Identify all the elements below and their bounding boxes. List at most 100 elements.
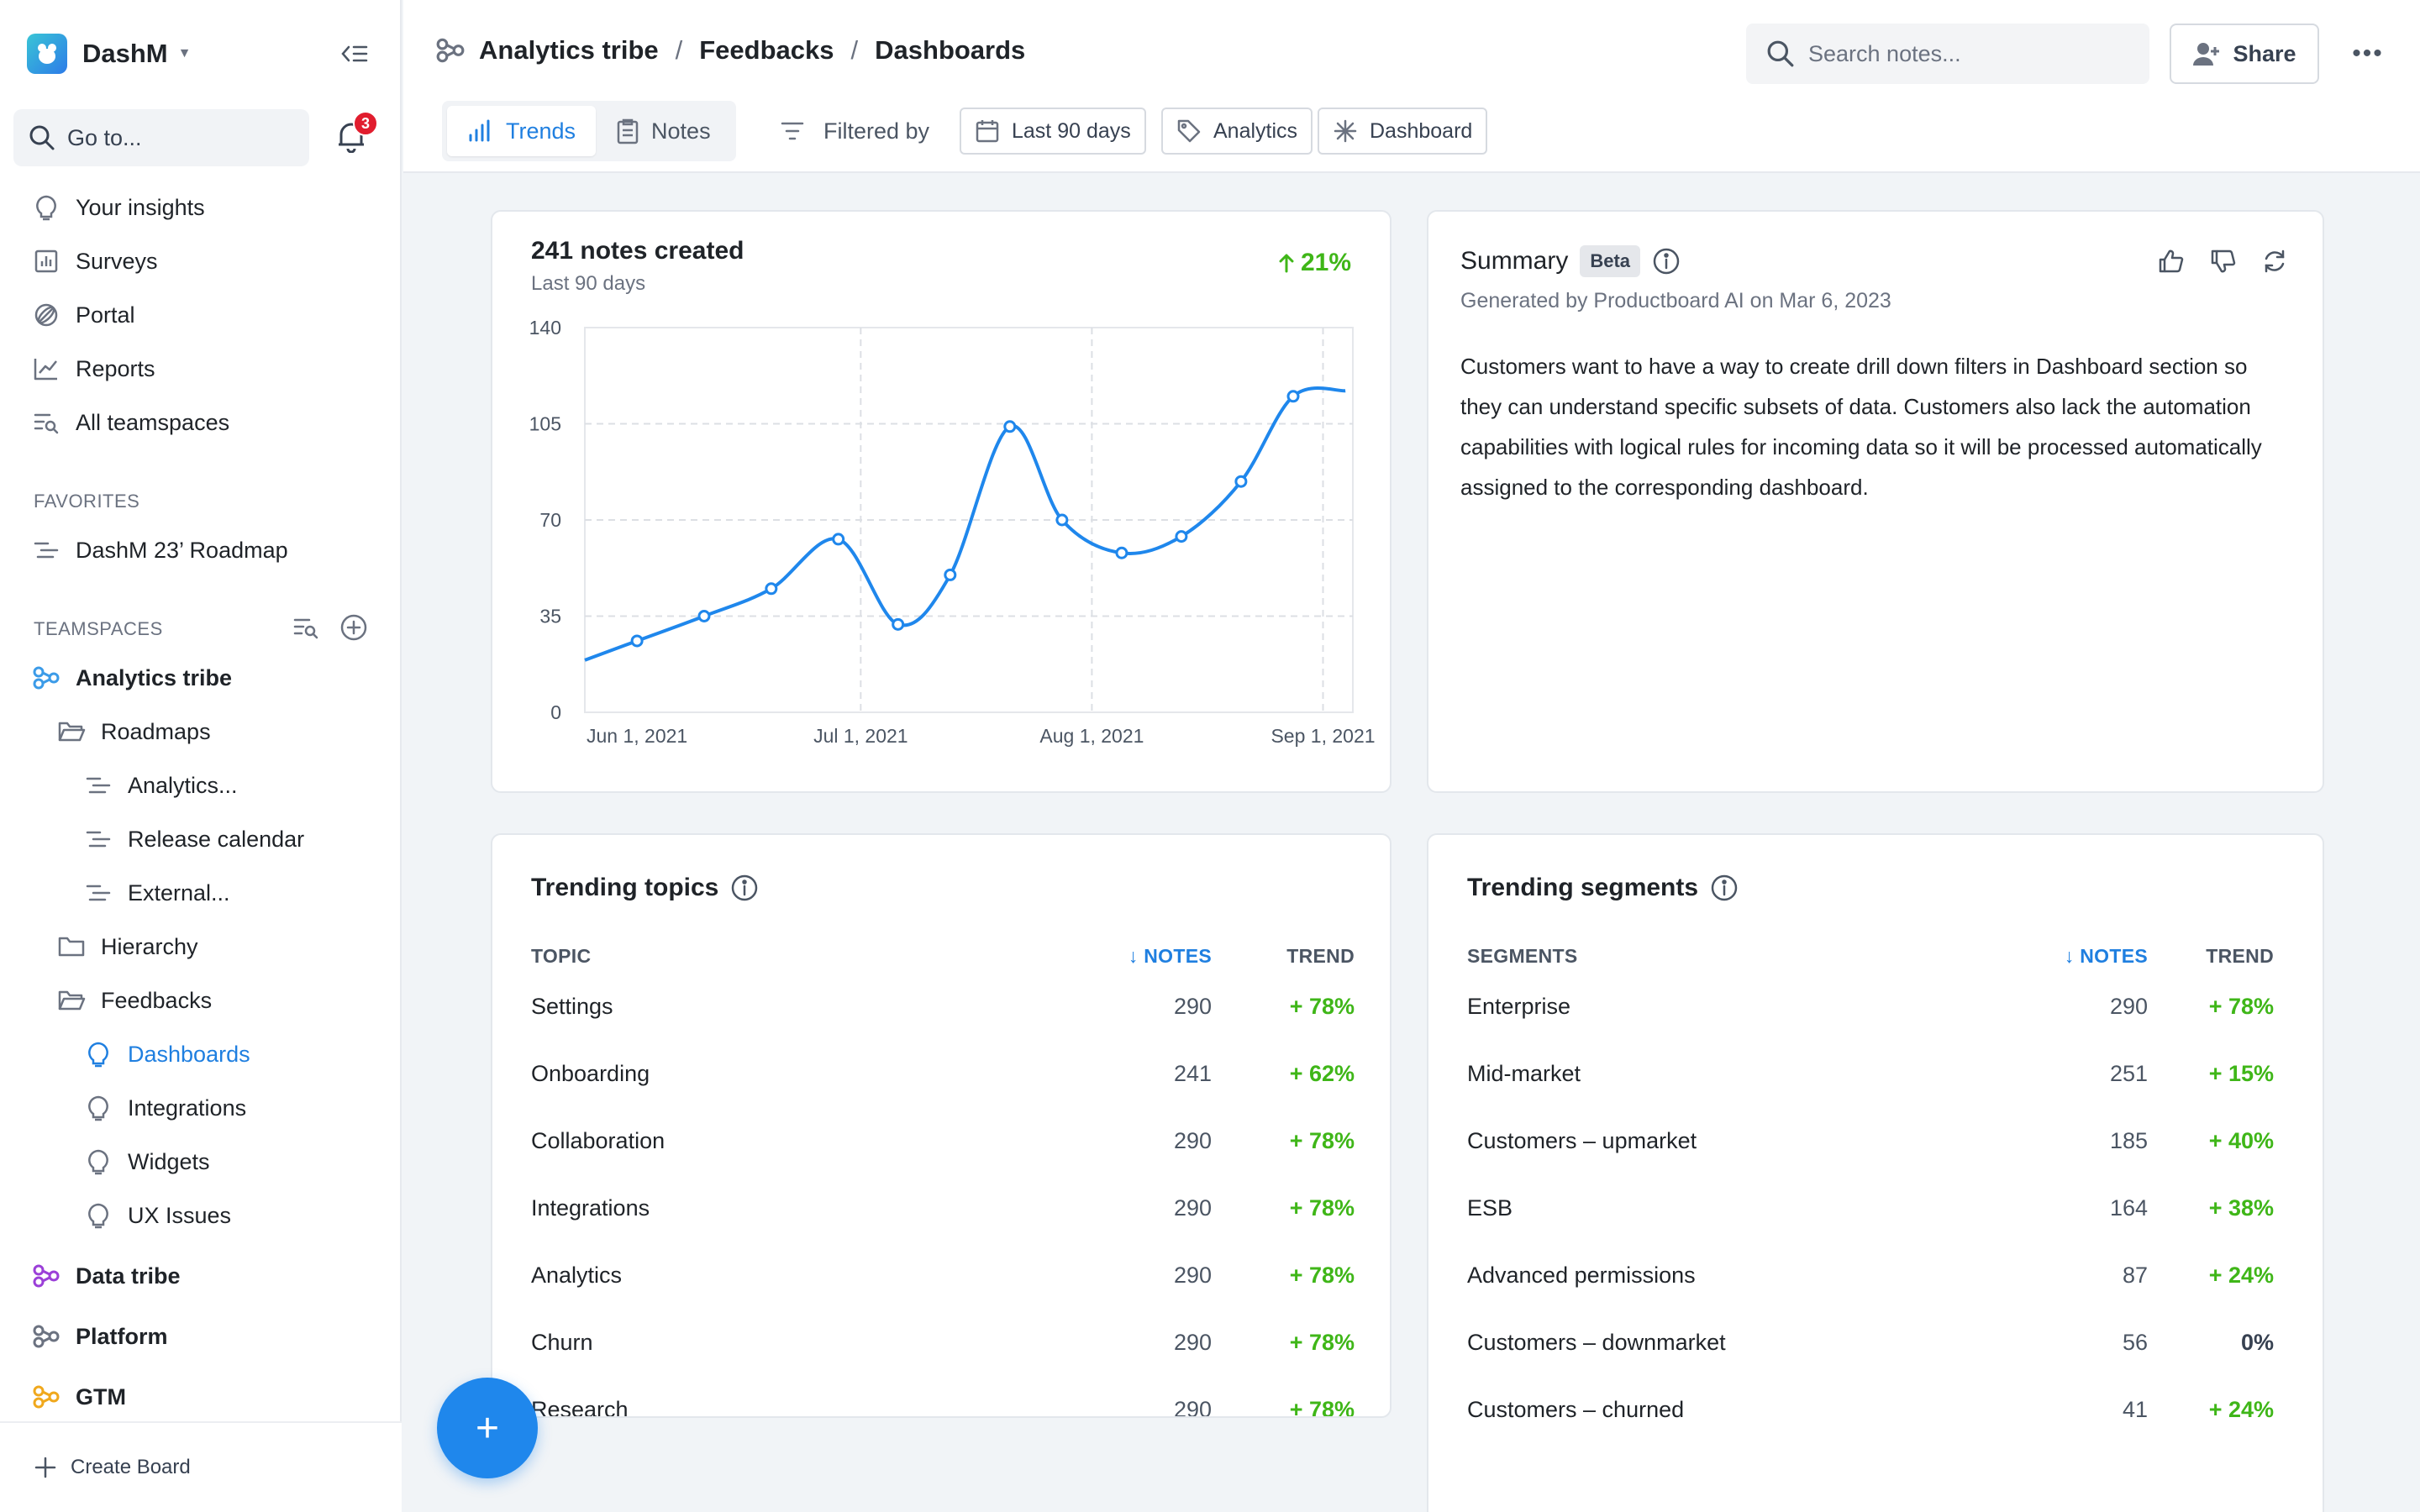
nav-label: Feedbacks <box>101 987 213 1013</box>
search-teamspaces-icon[interactable] <box>292 615 319 644</box>
y-tick-label: 0 <box>550 701 561 723</box>
folder-hierarchy[interactable]: Hierarchy <box>57 923 198 970</box>
nav-your-insights[interactable]: Your insights <box>32 184 205 231</box>
tab-trends[interactable]: Trends <box>447 106 597 156</box>
arrow-up-icon <box>1279 254 1294 273</box>
table-row[interactable]: Settings 290 + 78% <box>531 973 1355 1040</box>
column-header-trend[interactable]: TREND <box>2206 944 2274 967</box>
filter-tag-chip[interactable]: Analytics <box>1161 108 1313 155</box>
thumbs-up-icon[interactable] <box>2158 249 2185 278</box>
table-row[interactable]: Advanced permissions 87 + 24% <box>1467 1242 2274 1309</box>
segment-trend: + 24% <box>2208 1262 2274 1288</box>
column-header-notes[interactable]: ↓ NOTES <box>1128 944 1212 967</box>
segment-notes: 41 <box>2122 1396 2148 1422</box>
filter-icon <box>781 122 804 140</box>
table-row[interactable]: Research 290 + 78% <box>531 1376 1355 1417</box>
table-row[interactable]: Onboarding 241 + 62% <box>531 1040 1355 1107</box>
teamspace-icon <box>32 1322 60 1351</box>
table-row[interactable]: ESB 164 + 38% <box>1467 1174 2274 1242</box>
data-point <box>765 582 778 596</box>
table-row[interactable]: Customers – downmarket 56 0% <box>1467 1309 2274 1376</box>
table-row[interactable]: Customers – churned 41 + 24% <box>1467 1376 2274 1443</box>
column-header-trend[interactable]: TREND <box>1286 944 1355 967</box>
create-board-button[interactable]: Create Board <box>0 1421 402 1512</box>
notes-chart-card: 241 notes created Last 90 days 21% 140 10… <box>491 210 1392 793</box>
add-teamspace-icon[interactable] <box>339 613 368 646</box>
folder-open-icon <box>57 986 86 1015</box>
filtered-by[interactable]: Filtered by <box>780 109 929 153</box>
x-tick-label: Aug 1, 2021 <box>1039 725 1144 747</box>
collapse-sidebar-icon[interactable] <box>338 39 371 69</box>
refresh-icon[interactable] <box>2262 249 2287 278</box>
roadmap-icon <box>84 771 113 800</box>
x-tick-label: Sep 1, 2021 <box>1270 725 1375 747</box>
segment-name: ESB <box>1467 1194 1513 1221</box>
breadcrumb-item[interactable]: Analytics tribe <box>479 35 659 65</box>
x-tick-label: Jul 1, 2021 <box>813 725 908 747</box>
breadcrumb-item[interactable]: Feedbacks <box>699 35 834 65</box>
board-release-calendar[interactable]: Release calendar <box>84 816 304 863</box>
change-value: 21% <box>1300 249 1351 276</box>
table-header-row: SEGMENTS ↓ NOTES TREND <box>1467 939 2274 973</box>
column-header-segments[interactable]: SEGMENTS <box>1467 944 1578 967</box>
column-header-notes[interactable]: ↓ NOTES <box>2064 944 2148 967</box>
favorite-roadmap[interactable]: DashM 23’ Roadmap <box>32 527 288 574</box>
create-note-fab[interactable]: + <box>437 1378 538 1478</box>
folder-feedbacks[interactable]: Feedbacks <box>57 977 212 1024</box>
board-integrations[interactable]: Integrations <box>84 1084 246 1131</box>
goto-search[interactable]: Go to... <box>13 109 309 166</box>
summary-header: Summary Beta <box>1460 245 1681 277</box>
thumbs-down-icon[interactable] <box>2210 249 2237 278</box>
tab-notes[interactable]: Notes <box>596 106 731 156</box>
teamspace-platform[interactable]: Platform <box>32 1313 168 1360</box>
teamspace-analytics-tribe[interactable]: Analytics tribe <box>32 654 232 701</box>
more-options-icon[interactable]: ••• <box>2352 39 2384 67</box>
app-logo-icon <box>27 34 67 74</box>
topics-table: TOPIC ↓ NOTES TREND Settings 290 + 78% Onb… <box>531 939 1355 1417</box>
nav-reports[interactable]: Reports <box>32 345 155 392</box>
workspace-switcher[interactable]: DashM ▼ <box>27 32 191 76</box>
filter-date-chip[interactable]: Last 90 days <box>960 108 1146 155</box>
nav-label: Release calendar <box>128 826 305 852</box>
calendar-icon <box>975 118 1000 144</box>
roadmap-icon <box>84 879 113 907</box>
topic-name: Churn <box>531 1329 593 1355</box>
info-icon[interactable] <box>1710 874 1739 902</box>
nav-surveys[interactable]: Surveys <box>32 238 158 285</box>
info-icon[interactable] <box>730 874 759 902</box>
board-external[interactable]: External... <box>84 869 230 916</box>
data-point <box>697 610 711 622</box>
beta-badge: Beta <box>1580 245 1641 277</box>
table-row[interactable]: Collaboration 290 + 78% <box>531 1107 1355 1174</box>
table-row[interactable]: Churn 290 + 78% <box>531 1309 1355 1376</box>
info-icon[interactable] <box>1652 247 1681 276</box>
bar-chart-icon <box>32 247 60 276</box>
folder-roadmaps[interactable]: Roadmaps <box>57 708 211 755</box>
search-notes[interactable] <box>1746 24 2149 84</box>
teamspace-gtm[interactable]: GTM <box>32 1373 126 1420</box>
board-analytics[interactable]: Analytics... <box>84 762 238 809</box>
board-dashboards[interactable]: Dashboards <box>84 1031 250 1078</box>
table-row[interactable]: Integrations 290 + 78% <box>531 1174 1355 1242</box>
search-input[interactable] <box>1808 40 2128 67</box>
share-button[interactable]: Share <box>2170 24 2319 84</box>
column-header-topic[interactable]: TOPIC <box>531 944 592 967</box>
summary-body: Customers want to have a way to create d… <box>1460 354 2262 500</box>
table-row[interactable]: Enterprise 290 + 78% <box>1467 973 2274 1040</box>
table-row[interactable]: Customers – upmarket 185 + 40% <box>1467 1107 2274 1174</box>
nav-label: Widgets <box>128 1148 210 1174</box>
teamspace-data-tribe[interactable]: Data tribe <box>32 1252 181 1299</box>
nav-portal[interactable]: Portal <box>32 291 135 339</box>
notifications-button[interactable]: 3 <box>336 111 378 156</box>
board-widgets[interactable]: Widgets <box>84 1138 210 1185</box>
roadmap-icon <box>84 825 113 853</box>
asterisk-icon <box>1333 118 1358 144</box>
filter-board-chip[interactable]: Dashboard <box>1318 108 1488 155</box>
folder-open-icon <box>57 717 86 746</box>
data-point <box>1115 546 1128 559</box>
table-row[interactable]: Analytics 290 + 78% <box>531 1242 1355 1309</box>
board-ux-issues[interactable]: UX Issues <box>84 1192 231 1239</box>
lightbulb-icon <box>84 1094 113 1122</box>
nav-all-teamspaces[interactable]: All teamspaces <box>32 399 229 446</box>
table-row[interactable]: Mid-market 251 + 15% <box>1467 1040 2274 1107</box>
